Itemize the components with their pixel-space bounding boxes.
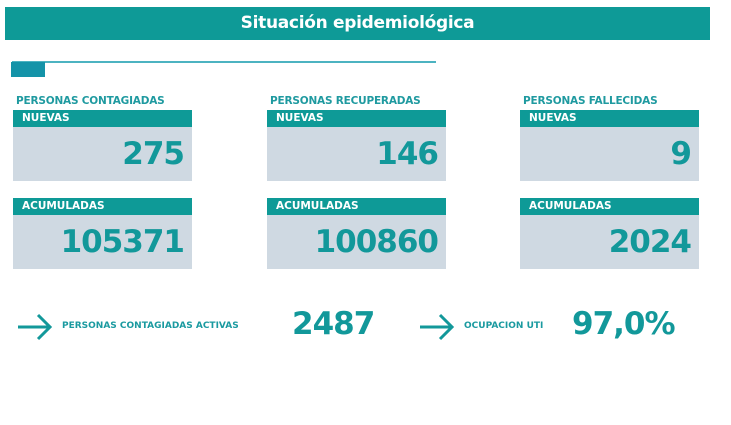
card-value: 105371	[13, 215, 192, 269]
card-header: NUEVAS	[13, 110, 192, 127]
divider-marker	[11, 62, 45, 77]
activas-value: 2487	[292, 306, 375, 342]
card-fallecidas-nuevas: NUEVAS 9	[520, 110, 699, 181]
card-header: ACUMULADAS	[13, 198, 192, 215]
card-value: 100860	[267, 215, 446, 269]
group-label-contagiadas: PERSONAS CONTAGIADAS	[16, 95, 165, 107]
page-title: Situación epidemiológica	[5, 7, 710, 40]
group-label-recuperadas: PERSONAS RECUPERADAS	[270, 95, 421, 107]
card-header: ACUMULADAS	[520, 198, 699, 215]
arrow-right-icon	[420, 313, 455, 341]
card-value: 275	[13, 127, 192, 181]
group-label-fallecidas: PERSONAS FALLECIDAS	[523, 95, 658, 107]
uti-value: 97,0%	[572, 306, 676, 342]
card-contagiadas-nuevas: NUEVAS 275	[13, 110, 192, 181]
card-value: 146	[267, 127, 446, 181]
card-header: NUEVAS	[267, 110, 446, 127]
card-header: ACUMULADAS	[267, 198, 446, 215]
activas-label: PERSONAS CONTAGIADAS ACTIVAS	[62, 321, 239, 331]
card-header: NUEVAS	[520, 110, 699, 127]
arrow-right-icon	[18, 313, 53, 341]
card-fallecidas-acumuladas: ACUMULADAS 2024	[520, 198, 699, 269]
divider	[12, 61, 436, 63]
card-value: 2024	[520, 215, 699, 269]
uti-label: OCUPACION UTI	[464, 321, 544, 331]
card-value: 9	[520, 127, 699, 181]
card-recuperadas-acumuladas: ACUMULADAS 100860	[267, 198, 446, 269]
card-contagiadas-acumuladas: ACUMULADAS 105371	[13, 198, 192, 269]
card-recuperadas-nuevas: NUEVAS 146	[267, 110, 446, 181]
